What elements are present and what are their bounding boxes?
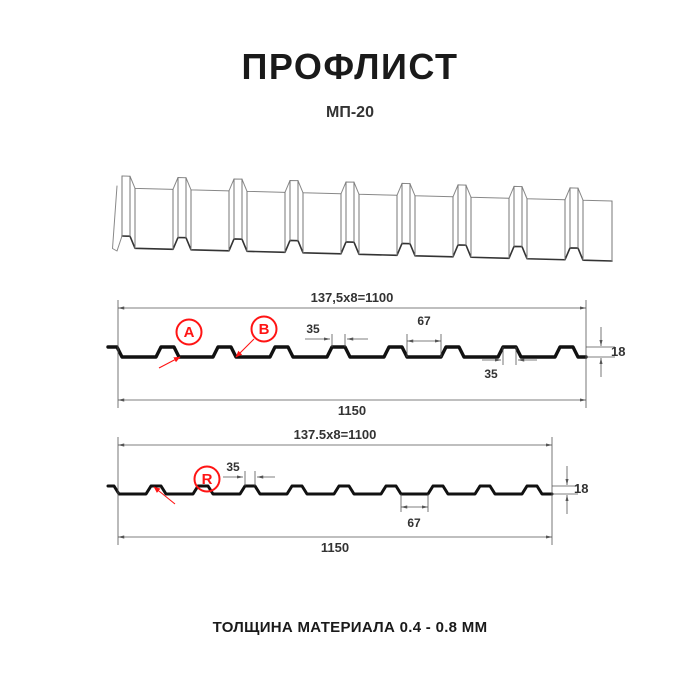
svg-text:1150: 1150: [321, 540, 349, 555]
svg-text:35: 35: [226, 460, 240, 474]
svg-text:R: R: [202, 471, 213, 488]
svg-text:18: 18: [574, 481, 588, 496]
svg-text:67: 67: [407, 516, 421, 530]
svg-text:137.5x8=1100: 137.5x8=1100: [294, 427, 377, 442]
